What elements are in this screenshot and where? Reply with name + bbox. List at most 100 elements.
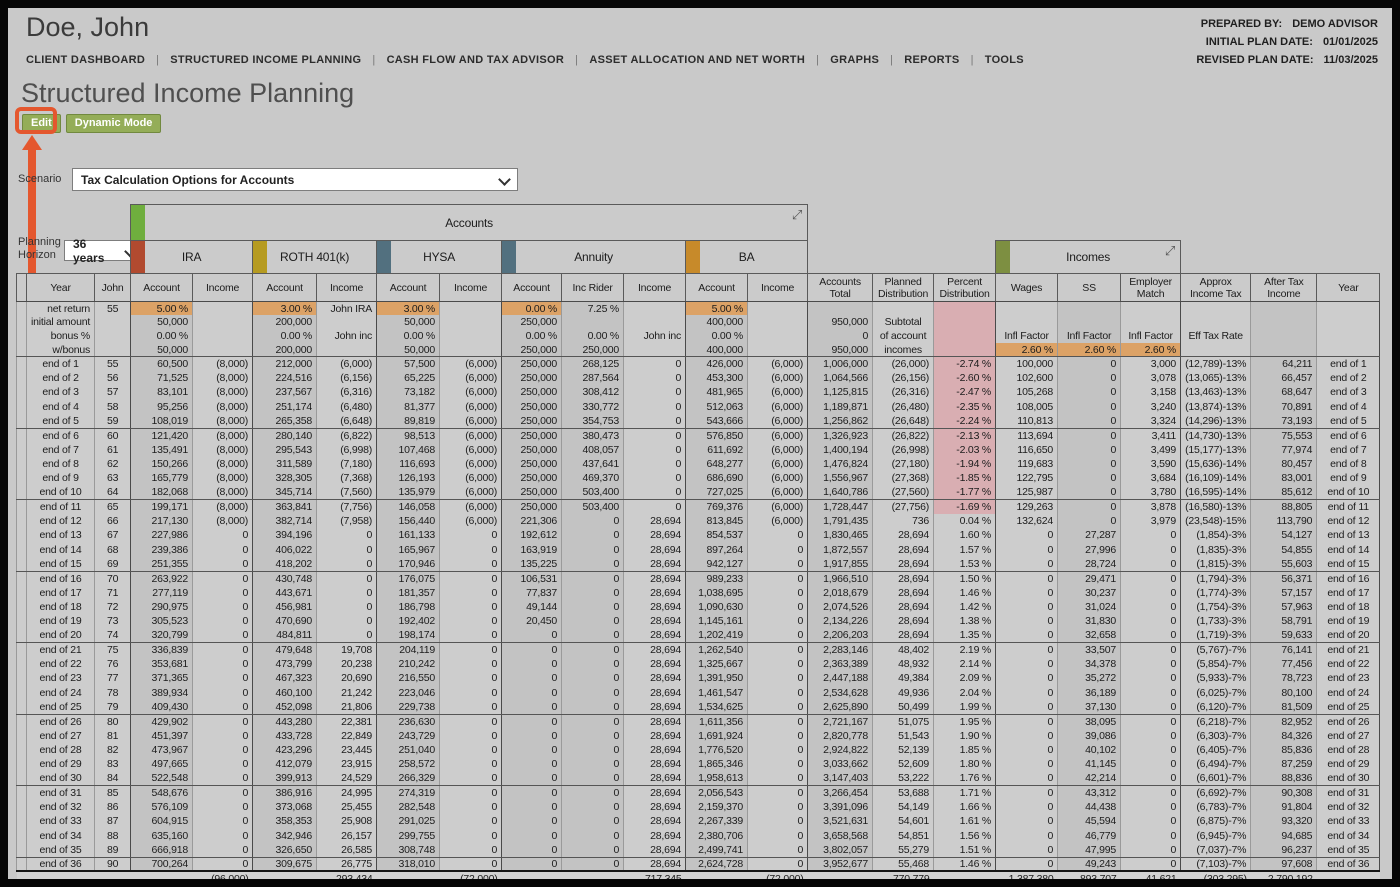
cell-match: 0 bbox=[1120, 685, 1181, 700]
cell-spacer bbox=[16, 499, 27, 514]
planning-horizon-select[interactable]: 36 years bbox=[64, 237, 144, 265]
cell-john: 68 bbox=[94, 542, 131, 557]
cell-year: end of 15 bbox=[25, 556, 95, 572]
cell-ba_inc bbox=[747, 329, 808, 343]
incomes-expand-icon[interactable]: ⤢ bbox=[1164, 243, 1176, 258]
group-color-block bbox=[377, 241, 392, 273]
page-title: Structured Income Planning bbox=[21, 78, 355, 108]
table-row: end of 33 87 604,915 0 358,353 25,908 291,025 0… bbox=[16, 814, 1381, 829]
nav-item[interactable]: REPORTS bbox=[904, 54, 960, 66]
cell-roth_inc: 0 bbox=[316, 614, 377, 629]
cell-year2: end of 5 bbox=[1316, 413, 1381, 429]
cell-ira_acct: 0.00 % bbox=[130, 329, 193, 343]
cell-ba_acct: 942,127 bbox=[685, 556, 748, 572]
cell-match: 0 bbox=[1120, 599, 1181, 615]
scenario-select[interactable]: Tax Calculation Options for Accounts bbox=[72, 168, 518, 191]
cell-ira_inc: 0 bbox=[192, 757, 253, 772]
cell-ann_rider: 408,057 bbox=[561, 442, 624, 457]
column-header-roth_inc: Income bbox=[316, 273, 378, 302]
cell-spacer bbox=[16, 656, 27, 672]
cell-ba_acct: 1,461,547 bbox=[685, 685, 748, 700]
cell-roth_inc: 0 bbox=[316, 571, 377, 586]
cell-tax: (16,595)-14% bbox=[1180, 485, 1251, 501]
cell-ba_inc: 0 bbox=[747, 528, 808, 543]
cell-ba_acct: 5.00 % bbox=[685, 301, 748, 316]
nav-item[interactable]: CLIENT DASHBOARD bbox=[26, 54, 146, 66]
cell-ss: 38,095 bbox=[1057, 714, 1121, 729]
cell-ss: 31,024 bbox=[1057, 599, 1121, 615]
cell-tax: (15,636)-14% bbox=[1180, 456, 1251, 472]
cell-ba_inc: 0 bbox=[747, 785, 808, 800]
cell-spacer bbox=[16, 329, 27, 343]
nav-item[interactable]: ASSET ALLOCATION AND NET WORTH bbox=[589, 54, 806, 66]
cell-year2 bbox=[1316, 329, 1381, 343]
cell-planned: (26,000) bbox=[872, 356, 934, 371]
cell-percent: -2.24 % bbox=[933, 413, 996, 429]
cell-hysa_inc: (6,000) bbox=[439, 370, 502, 386]
cell-hysa_acct: 98,513 bbox=[376, 428, 440, 443]
cell-match: 3,078 bbox=[1120, 370, 1181, 386]
cell-spacer bbox=[16, 528, 27, 543]
table-row: end of 35 89 666,918 0 326,650 26,585 308,748 0… bbox=[16, 842, 1381, 858]
cell-planned: 28,694 bbox=[872, 571, 934, 586]
dynamic-mode-button[interactable]: Dynamic Mode bbox=[65, 114, 162, 133]
column-header-ba_acct: Account bbox=[685, 273, 749, 302]
table-row: end of 10 64 182,068 (8,000) 345,714 (7,560) 1… bbox=[16, 485, 1381, 501]
cell-year: end of 13 bbox=[25, 528, 95, 543]
cell-wages: 132,624 bbox=[995, 513, 1058, 529]
nav-item[interactable]: TOOLS bbox=[984, 54, 1024, 66]
cell-ba_acct: 400,000 bbox=[685, 315, 748, 330]
cell-spacer bbox=[16, 742, 27, 757]
cell-ba_acct: 2,499,741 bbox=[685, 842, 748, 858]
cell-ann_rider: 0 bbox=[561, 857, 624, 873]
cell-ira_acct: 666,918 bbox=[130, 842, 193, 858]
cell-ba_inc: 0 bbox=[747, 585, 808, 600]
cell-ss: 30,237 bbox=[1057, 585, 1121, 600]
cell-hysa_inc bbox=[439, 342, 502, 358]
cell-percent: 1.85 % bbox=[933, 742, 996, 757]
cell-hysa_inc: 0 bbox=[439, 656, 502, 672]
cell-tax: (14,296)-13% bbox=[1180, 413, 1251, 429]
nav-item[interactable]: CASH FLOW AND TAX ADVISOR bbox=[386, 54, 565, 66]
total-ss: 893,707 bbox=[1057, 870, 1121, 879]
cell-hysa_acct: 186,798 bbox=[376, 599, 440, 615]
nav-item[interactable]: GRAPHS bbox=[830, 54, 880, 66]
cell-match bbox=[1120, 315, 1181, 330]
cell-ann_inc: 28,694 bbox=[623, 556, 686, 572]
cell-john: 70 bbox=[94, 571, 131, 586]
cell-ira_acct: 548,676 bbox=[130, 785, 193, 800]
cell-ira_inc: 0 bbox=[192, 542, 253, 557]
cell-roth_inc: 26,775 bbox=[316, 857, 377, 873]
cell-ira_acct: 473,967 bbox=[130, 742, 193, 757]
total-ann_inc: 717,345 bbox=[623, 870, 686, 879]
cell-ira_acct: 263,922 bbox=[130, 571, 193, 586]
cell-hysa_acct: 229,738 bbox=[376, 699, 440, 715]
cell-tax: (13,463)-13% bbox=[1180, 385, 1251, 400]
cell-percent: 1.61 % bbox=[933, 814, 996, 829]
cell-aftertax bbox=[1250, 329, 1317, 343]
cell-hysa_acct: 146,058 bbox=[376, 499, 440, 514]
group-color-block bbox=[686, 241, 701, 273]
cell-planned: (26,998) bbox=[872, 442, 934, 457]
mode-buttons: Edit Dynamic Mode bbox=[22, 113, 166, 133]
cell-year2: end of 27 bbox=[1316, 728, 1381, 743]
cell-ba_acct: 769,376 bbox=[685, 499, 748, 514]
cell-john: 87 bbox=[94, 814, 131, 829]
cell-ira_inc: 0 bbox=[192, 628, 253, 644]
cell-ba_acct: 1,611,356 bbox=[685, 714, 748, 729]
nav-item[interactable]: STRUCTURED INCOME PLANNING bbox=[170, 54, 362, 66]
cell-hysa_acct: 165,967 bbox=[376, 542, 440, 557]
cell-total: 1,476,824 bbox=[807, 456, 873, 472]
cell-spacer bbox=[16, 614, 27, 629]
cell-ba_inc: 0 bbox=[747, 799, 808, 815]
cell-year2: end of 19 bbox=[1316, 614, 1381, 629]
cell-tax: (6,120)-7% bbox=[1180, 699, 1251, 715]
cell-year2: end of 13 bbox=[1316, 528, 1381, 543]
cell-ba_acct: 2,267,339 bbox=[685, 814, 748, 829]
accounts-expand-icon[interactable]: ⤢ bbox=[791, 207, 803, 222]
cell-ann_inc: 0 bbox=[623, 499, 686, 514]
cell-ba_inc: 0 bbox=[747, 542, 808, 557]
cell-year2: end of 25 bbox=[1316, 699, 1381, 715]
cell-planned: (26,822) bbox=[872, 428, 934, 443]
cell-year2 bbox=[1316, 315, 1381, 330]
